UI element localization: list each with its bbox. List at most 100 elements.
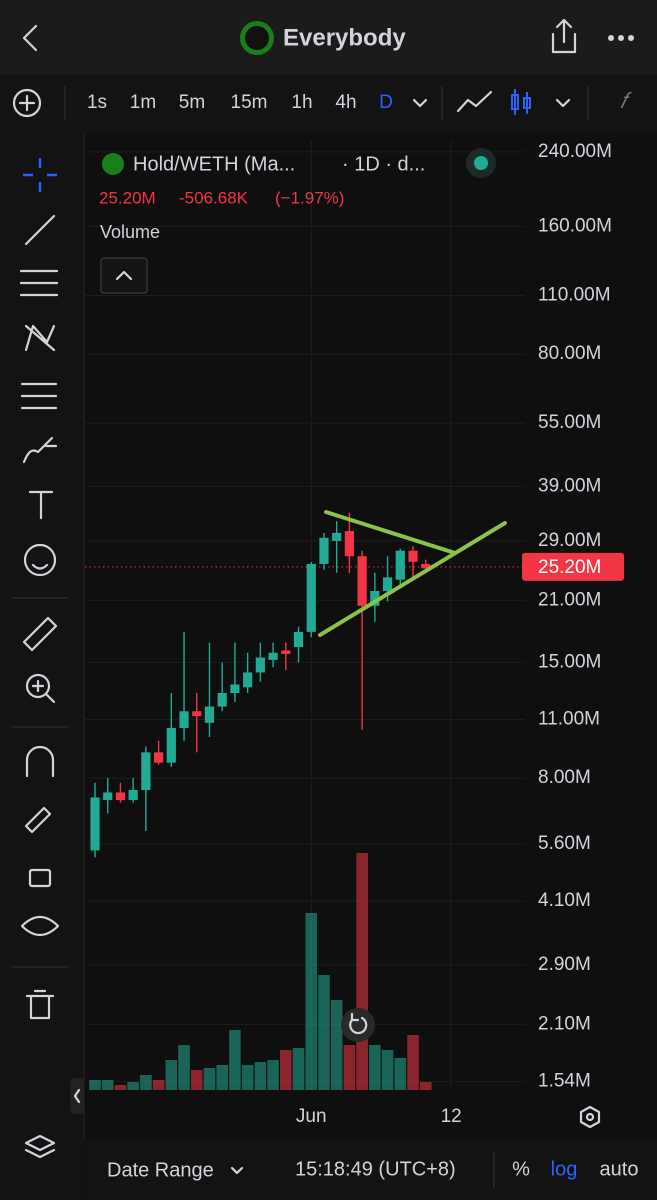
candle-body <box>344 531 354 557</box>
candle-body <box>154 752 164 763</box>
status-dot <box>474 156 488 170</box>
candle-body <box>382 577 393 591</box>
y-tick-label: 5.60M <box>538 833 591 854</box>
volume-bar <box>356 853 368 1090</box>
chart-type-dropdown[interactable] <box>555 98 571 108</box>
interval-active[interactable]: D <box>379 92 393 113</box>
price-axis: 240.00M 160.00M 110.00M 80.00M 55.00M 39.00M 2… <box>522 141 624 1091</box>
more-button[interactable] <box>608 35 634 41</box>
volume-bar <box>305 913 318 1090</box>
legend-change-pct: (−1.97%) <box>275 188 344 207</box>
zoom-tool[interactable] <box>25 673 51 699</box>
candle-body <box>357 556 367 606</box>
line-chart-button[interactable] <box>456 90 493 113</box>
y-tick-label: 240.00M <box>538 141 612 162</box>
y-tick-label: 160.00M <box>538 216 612 237</box>
fib-tool[interactable] <box>19 269 59 297</box>
date-range-button[interactable]: Date Range <box>107 1159 214 1181</box>
candle-body <box>192 711 202 717</box>
clock: 15:18:49 (UTC+8) <box>295 1158 456 1180</box>
candle-body <box>281 650 291 654</box>
volume-bar <box>114 1085 127 1090</box>
time-axis: Jun 12 <box>296 1106 462 1127</box>
volume-bar <box>178 1045 190 1090</box>
candle-body <box>128 789 138 801</box>
last-price-badge <box>522 552 624 581</box>
panel-toggle[interactable] <box>70 1078 84 1114</box>
study-label: Volume <box>100 222 160 242</box>
text-tool[interactable] <box>28 490 54 520</box>
delete-tool[interactable] <box>25 989 55 1020</box>
volume-bar <box>318 975 330 1090</box>
interval[interactable]: 1m <box>130 92 156 113</box>
volume-bar <box>190 1070 203 1090</box>
candle-body <box>204 706 215 723</box>
candle-body <box>332 532 342 541</box>
emoji-smile <box>31 563 49 570</box>
volume-bar <box>292 1048 305 1090</box>
volume-bar <box>254 1062 267 1090</box>
add-button[interactable] <box>12 88 42 118</box>
interval[interactable]: 15m <box>231 92 268 113</box>
candle-chart-button[interactable] <box>511 89 531 115</box>
y-tick-label: 80.00M <box>538 343 601 364</box>
token-icon-inner <box>245 26 269 50</box>
x-tick-label: 12 <box>441 1106 462 1127</box>
y-tick-label: 2.90M <box>538 954 591 975</box>
interval[interactable]: 1h <box>291 92 312 113</box>
pattern-tool[interactable] <box>24 324 56 352</box>
axis-settings[interactable] <box>579 1105 601 1129</box>
log-toggle[interactable]: log <box>551 1158 578 1180</box>
crosshair-tool[interactable] <box>23 158 57 192</box>
brush-tool[interactable] <box>22 436 58 464</box>
add-icon <box>18 94 36 112</box>
unlock-tool[interactable] <box>28 868 52 888</box>
y-tick-label: 1.54M <box>538 1070 591 1091</box>
interval-dropdown[interactable] <box>412 98 428 108</box>
zoom-icon <box>31 679 56 704</box>
tool-column <box>0 134 84 1200</box>
candle-body <box>421 563 431 569</box>
volume-bar <box>241 1065 254 1090</box>
volume-bar <box>152 1080 165 1090</box>
interval[interactable]: 4h <box>335 92 356 113</box>
emoji-tool[interactable] <box>23 543 57 577</box>
candle-body <box>306 563 316 632</box>
layers-button[interactable] <box>24 1134 56 1159</box>
interval[interactable]: 5m <box>179 92 205 113</box>
projection-tool[interactable] <box>20 382 58 410</box>
x-tick-label: Jun <box>296 1106 327 1127</box>
auto-toggle[interactable]: auto <box>600 1158 639 1180</box>
legend-change: -506.68K <box>179 188 249 207</box>
last-price-label: 25.20M <box>538 557 601 578</box>
tools <box>12 158 68 1159</box>
hide-tool[interactable] <box>20 915 60 937</box>
y-tick-label: 39.00M <box>538 475 601 496</box>
interval-list: 1s 1m 5m 15m 1h 4h D <box>87 92 393 113</box>
triangle-drawing[interactable] <box>318 510 507 637</box>
volume-bar <box>89 1080 101 1090</box>
interval[interactable]: 1s <box>87 92 107 113</box>
volume-bar <box>381 1050 394 1090</box>
y-tick-label: 110.00M <box>538 285 611 306</box>
magnet-tool[interactable] <box>25 745 55 778</box>
footer <box>85 1140 657 1200</box>
symbol: Hold/WETH (Ma... <box>133 153 295 175</box>
volume-bar <box>419 1082 432 1090</box>
candle-body <box>255 657 265 673</box>
percent-toggle[interactable]: % <box>512 1158 530 1180</box>
interval-label: · 1D · d... <box>342 153 425 175</box>
reset-icon <box>349 1012 368 1035</box>
trendline-tool[interactable] <box>24 214 56 246</box>
share-button[interactable] <box>551 18 577 54</box>
collapse-button[interactable] <box>100 257 148 294</box>
lock-drawings-tool[interactable] <box>24 806 52 834</box>
ruler-tool[interactable] <box>22 616 58 652</box>
back-button[interactable] <box>22 24 38 52</box>
reset-button[interactable] <box>341 1008 375 1042</box>
y-tick-label: 4.10M <box>538 890 591 911</box>
candle-body <box>395 550 405 580</box>
legend-price: 25.20M <box>99 188 156 207</box>
volume-bar <box>407 1035 419 1090</box>
